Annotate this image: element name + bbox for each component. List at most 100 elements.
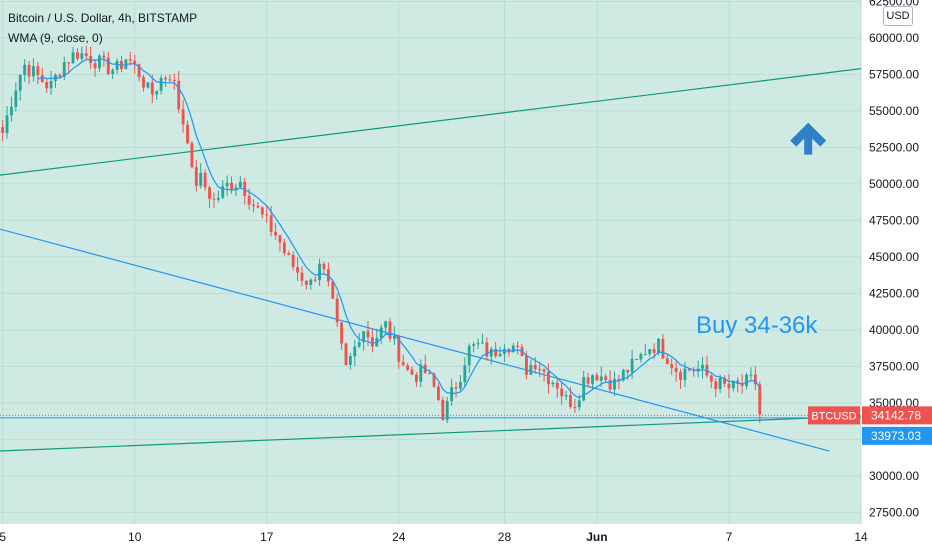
candle-up [23, 64, 27, 75]
price-tick-label[interactable]: 30000.00 [869, 469, 919, 483]
candle-down [432, 373, 436, 387]
candle-down [560, 388, 564, 397]
candle-down [679, 371, 682, 380]
price-tick-label[interactable]: 47500.00 [869, 213, 919, 227]
trendline-upper-channel [0, 68, 862, 176]
price-tick-label[interactable]: 45000.00 [869, 250, 919, 264]
candle-up [639, 354, 643, 360]
grid-lines [0, 0, 862, 524]
candle-down [256, 205, 260, 208]
price-tick-label[interactable]: 42500.00 [869, 286, 919, 300]
candle-up [489, 348, 493, 357]
currency-button[interactable]: USD [883, 6, 913, 26]
price-tick-label[interactable]: 57500.00 [869, 67, 919, 81]
candle-up [216, 197, 220, 200]
candle-down [260, 207, 264, 215]
price-tick-label[interactable]: 55000.00 [869, 104, 919, 118]
price-tick-label[interactable]: 50000.00 [869, 177, 919, 191]
candle-up [10, 106, 13, 116]
time-tick-label[interactable]: 14 [854, 530, 868, 544]
candle-down [186, 124, 189, 144]
price-tick-label[interactable]: 52500.00 [869, 140, 919, 154]
candle-down [608, 380, 612, 390]
candle-down [252, 204, 255, 206]
indicator-label[interactable]: WMA (9, close, 0) [8, 31, 103, 45]
candle-up [564, 394, 568, 397]
candle-down [247, 195, 251, 205]
candle-down [335, 298, 339, 323]
candle-down [150, 82, 154, 95]
candle-down [296, 267, 299, 273]
candle-up [445, 401, 449, 420]
candle-down [604, 376, 608, 381]
candle-down [128, 59, 132, 61]
candle-up [146, 82, 150, 88]
candle-up [577, 400, 581, 408]
candle-up [318, 263, 322, 281]
time-tick-label[interactable]: 17 [260, 530, 274, 544]
candle-down [414, 374, 418, 382]
candle-down [516, 345, 520, 348]
candle-down [322, 263, 326, 270]
candle-down [547, 371, 550, 385]
candle-down [758, 384, 762, 415]
candle-up [5, 115, 9, 133]
candle-down [269, 215, 273, 232]
price-tick-label[interactable]: 40000.00 [869, 323, 919, 337]
last-price-label: 34142.78 [871, 408, 921, 422]
candle-down [300, 272, 304, 281]
candle-down [485, 342, 489, 357]
candle-up [613, 378, 616, 390]
price-tick-label[interactable]: 62500.00 [869, 0, 919, 8]
candle-up [498, 354, 502, 357]
candle-up [199, 172, 203, 186]
candle-down [705, 364, 709, 376]
candle-down [168, 79, 172, 81]
price-tick-label[interactable]: 27500.00 [869, 505, 919, 519]
candle-up [71, 52, 75, 64]
symbol-title[interactable]: Bitcoin / U.S. Dollar, 4h, BITSTAMP [8, 11, 198, 25]
time-tick-label[interactable]: 24 [392, 530, 406, 544]
candle-down [58, 74, 62, 77]
candle-up [745, 374, 748, 387]
candle-up [731, 380, 735, 389]
candle-up [379, 327, 383, 339]
candle-down [84, 53, 88, 56]
time-tick-label[interactable]: 5 [0, 530, 6, 544]
candle-down [401, 361, 405, 366]
candle-down [573, 407, 577, 409]
candle-down [76, 52, 79, 59]
candle-up [701, 364, 704, 369]
candle-up [476, 343, 480, 345]
candle-down [714, 381, 718, 390]
candle-up [591, 375, 594, 384]
candle-up [630, 358, 634, 373]
candle-down [172, 80, 176, 82]
candle-down [617, 378, 621, 381]
candle-down [687, 368, 691, 371]
time-tick-label[interactable]: 28 [498, 530, 512, 544]
candle-down [203, 172, 207, 188]
candle-up [111, 69, 115, 75]
trendline-descending-trendline [0, 228, 830, 452]
time-tick-label[interactable]: 7 [726, 530, 733, 544]
time-axis[interactable]: 5 10 17 24 28 Jun 7 14 [0, 530, 868, 544]
candle-up [225, 182, 229, 187]
candle-up [450, 387, 454, 402]
candle-down [274, 231, 277, 236]
candle-down [370, 337, 374, 347]
candle-down [142, 77, 145, 88]
price-tick-label[interactable]: 37500.00 [869, 359, 919, 373]
candle-down [595, 375, 599, 381]
candle-up [481, 342, 484, 344]
candle-down [344, 343, 348, 365]
price-tick-label[interactable]: 60000.00 [869, 31, 919, 45]
candle-up [643, 354, 647, 356]
time-tick-label[interactable]: 10 [128, 530, 142, 544]
price-tick-label[interactable]: 35000.00 [869, 396, 919, 410]
time-tick-label[interactable]: Jun [586, 530, 607, 544]
candle-down [652, 349, 656, 353]
candle-up [392, 335, 396, 339]
